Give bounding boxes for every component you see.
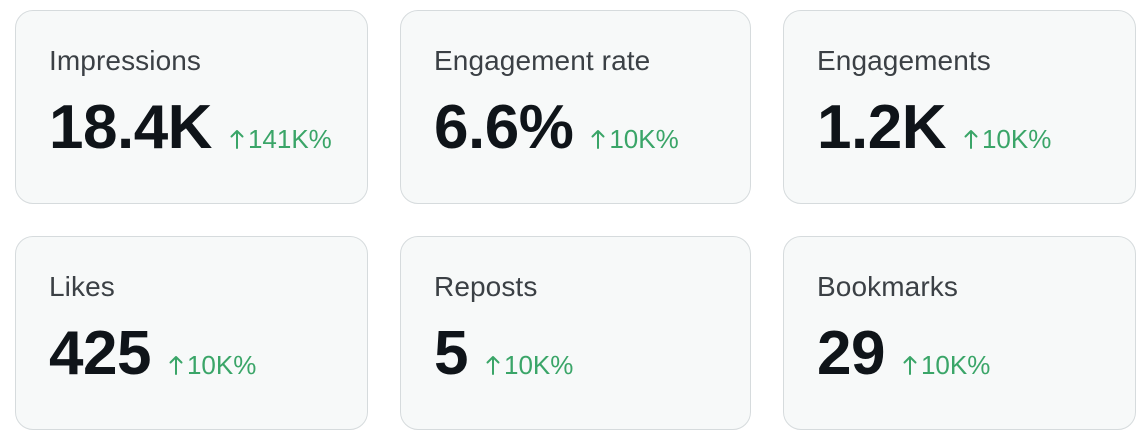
- metric-value: 5: [434, 319, 468, 388]
- metric-value: 29: [817, 319, 885, 388]
- metric-change: 10K%: [903, 352, 990, 378]
- metric-card-impressions: Impressions 18.4K 141K%: [15, 10, 368, 204]
- metric-value-row: 6.6% 10K%: [434, 97, 750, 159]
- metric-card-reposts: Reposts 5 10K%: [400, 236, 751, 430]
- arrow-up-icon: [230, 128, 244, 149]
- metric-change-value: 10K%: [186, 350, 257, 380]
- metric-value: 18.4K: [49, 93, 212, 162]
- metric-change-value: 10K%: [503, 350, 574, 380]
- metric-label: Engagements: [817, 45, 991, 76]
- metric-value: 425: [49, 319, 151, 388]
- metric-card-engagements: Engagements 1.2K 10K%: [783, 10, 1136, 204]
- metric-change-value: 10K%: [609, 124, 679, 154]
- metric-label: Bookmarks: [817, 271, 958, 302]
- metric-change: 10K%: [169, 352, 256, 378]
- arrow-up-icon: [964, 128, 978, 149]
- metric-card-likes: Likes 425 10K%: [15, 236, 368, 430]
- metric-label: Impressions: [49, 45, 202, 76]
- metric-value-row: 1.2K 10K%: [817, 97, 1135, 159]
- metric-card-engagement-rate: Engagement rate 6.6% 10K%: [400, 10, 751, 204]
- metric-change: 141K%: [230, 126, 332, 152]
- metric-label: Engagement rate: [434, 45, 651, 76]
- arrow-up-icon: [169, 354, 183, 375]
- metric-change-value: 141K%: [247, 124, 332, 154]
- metric-value-row: 425 10K%: [49, 323, 367, 385]
- arrow-up-icon: [903, 354, 917, 375]
- metric-change: 10K%: [486, 352, 573, 378]
- metric-value-row: 29 10K%: [817, 323, 1135, 385]
- metric-value-row: 18.4K 141K%: [49, 97, 367, 159]
- metric-change: 10K%: [964, 126, 1051, 152]
- metric-change-value: 10K%: [981, 124, 1052, 154]
- metric-card-bookmarks: Bookmarks 29 10K%: [783, 236, 1136, 430]
- metric-value: 1.2K: [817, 93, 946, 162]
- metric-label: Likes: [49, 271, 115, 302]
- arrow-up-icon: [486, 354, 500, 375]
- arrow-up-icon: [591, 128, 605, 149]
- metric-label: Reposts: [434, 271, 538, 302]
- metric-value-row: 5 10K%: [434, 323, 750, 385]
- metric-change: 10K%: [591, 124, 679, 154]
- metric-value: 6.6%: [434, 93, 574, 162]
- metrics-grid: Impressions 18.4K 141K% Engagement rate …: [15, 10, 1136, 430]
- metric-change-value: 10K%: [920, 350, 991, 380]
